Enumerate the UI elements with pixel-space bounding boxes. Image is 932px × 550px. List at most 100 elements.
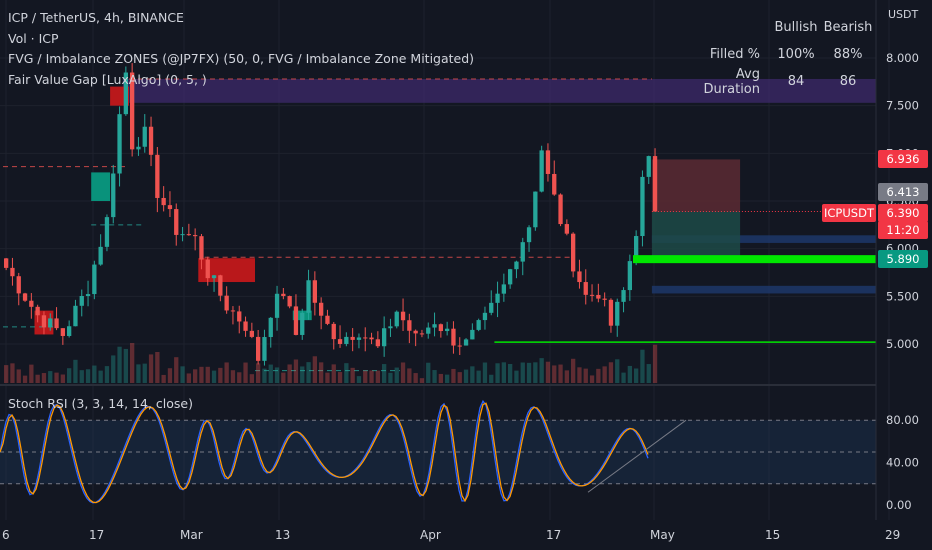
candle-body (363, 337, 368, 339)
candle-body (388, 326, 393, 329)
candle-body (262, 337, 267, 361)
candle-body (489, 302, 494, 313)
candle-body (174, 209, 179, 235)
time-axis[interactable]: 6 17 Mar 13 Apr 17 May 15 29 (2, 528, 900, 542)
candle-body (60, 328, 65, 336)
candle-body (319, 302, 324, 316)
fvg-zones (3, 78, 876, 372)
candle-body (394, 311, 399, 327)
candle-body (419, 333, 425, 335)
candle-body (438, 324, 443, 332)
volume-bar (356, 376, 362, 383)
symbol-title[interactable]: ICP / TetherUS, 4h, BINANCE (8, 10, 184, 25)
candle-body (445, 328, 450, 332)
candle-body (526, 227, 532, 243)
volume-bar (256, 363, 261, 383)
volume-bar (545, 361, 551, 383)
candle-body (306, 280, 311, 313)
volume-bar (41, 373, 47, 383)
stoch-rsi-label[interactable]: Stoch RSI (3, 3, 14, 14, close) (8, 396, 193, 411)
zone-risk (651, 159, 741, 212)
volume-bar (621, 372, 626, 383)
price-tick-label: 5.000 (886, 337, 919, 351)
candle-body (457, 345, 462, 347)
candle-body (205, 259, 210, 279)
price-tick-label: 7.500 (886, 99, 919, 113)
candle-body (111, 173, 116, 218)
rsi-axis[interactable]: 80.00 40.00 0.00 (886, 413, 919, 512)
volume-bar (470, 366, 475, 383)
candle-body (646, 156, 651, 177)
stoch-rsi-d-line (0, 402, 649, 504)
candle-body (117, 114, 122, 174)
volume-bar (79, 370, 84, 383)
candle-body (539, 150, 544, 192)
candle-body (508, 269, 513, 285)
candle-body (621, 290, 626, 302)
volume-bar (432, 370, 437, 383)
candle-body (193, 235, 198, 237)
indicator-fvg-zones[interactable]: FVG / Imbalance ZONES (@JP7FX) (50, 0, F… (8, 51, 475, 66)
candle-body (652, 156, 658, 212)
ticker-tag[interactable]: ICPUSDT (822, 204, 876, 222)
candle-body (583, 282, 588, 295)
volume-bar (117, 346, 122, 383)
candle-body (400, 311, 406, 321)
candles[interactable] (4, 63, 658, 366)
volume-bar (552, 365, 557, 383)
volume-bar (419, 378, 425, 383)
candle-body (627, 261, 632, 291)
volume-bar (602, 366, 607, 383)
candle-body (520, 242, 525, 262)
candle-body (615, 301, 620, 326)
volume-bar (211, 370, 217, 383)
price-tick-label: 5.500 (886, 289, 919, 303)
volume-bar (558, 364, 563, 383)
volume-bar (394, 367, 399, 383)
volume-bar (35, 374, 40, 383)
candle-body (98, 246, 103, 265)
stoch-rsi-pane[interactable] (0, 399, 876, 504)
candle-body (596, 294, 601, 299)
candle-body (243, 321, 248, 331)
volume-bar (243, 362, 248, 383)
volume-bar (388, 372, 393, 383)
volume-bar (199, 366, 204, 383)
volume-bar (445, 374, 450, 383)
candle-body (476, 320, 481, 330)
indicator-volume[interactable]: Vol · ICP (8, 30, 59, 46)
fvg-level-line (633, 255, 876, 264)
candle-body (501, 284, 506, 294)
candle-body (10, 267, 15, 277)
candle-body (407, 320, 412, 331)
rsi-tick-label: 40.00 (886, 456, 919, 470)
candle-body (463, 339, 469, 346)
candle-body (22, 293, 28, 301)
last-price-badge: 6.390 (878, 204, 928, 222)
volume-bar (167, 368, 173, 383)
volume-bar (577, 367, 582, 383)
fvg-box-bull (91, 172, 111, 201)
volume-bar (646, 364, 651, 383)
candle-body (281, 293, 286, 297)
volume-bar (22, 375, 28, 383)
indicator-luxalgo-fvg[interactable]: Fair Value Gap [LuxAlgo] (0, 5, ) (8, 71, 207, 87)
stats-filled-bullish: 100% (777, 47, 815, 62)
candle-body (274, 293, 280, 318)
indicator-legend: ICP / TetherUS, 4h, BINANCE Vol · ICP FV… (8, 8, 474, 90)
volume-bar (262, 368, 267, 383)
volume-bar (526, 362, 532, 383)
volume-bar (495, 363, 500, 383)
candle-body (300, 312, 305, 335)
volume-bar (539, 358, 544, 383)
volume-bar (400, 362, 406, 383)
candle-body (142, 126, 147, 147)
volume-bar (482, 362, 488, 383)
volume-bar (218, 367, 223, 383)
zone-purple (122, 78, 876, 103)
volume-bar (608, 362, 614, 383)
stats-header-bearish: Bearish (823, 20, 873, 35)
candle-body (161, 197, 166, 206)
time-tick-label: Apr (420, 528, 441, 542)
